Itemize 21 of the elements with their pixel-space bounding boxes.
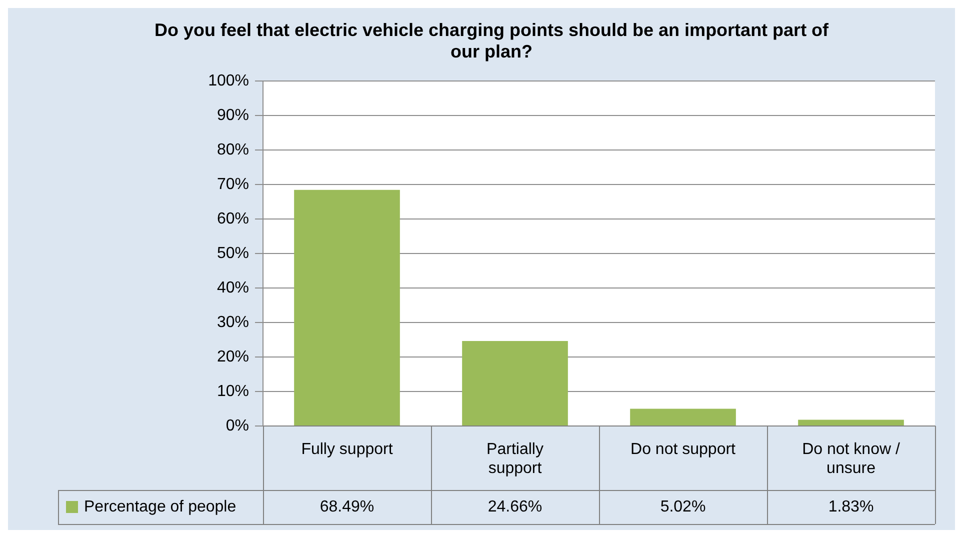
- data-label: 68.49%: [320, 498, 374, 516]
- y-tick-label: 40%: [216, 279, 249, 296]
- y-tick-label: 30%: [216, 314, 249, 331]
- data-label: 24.66%: [488, 498, 542, 516]
- x-tick-label: Do not support: [630, 441, 736, 458]
- chart-title: Do you feel that electric vehicle charging points should be an important part of our plan?: [154, 20, 830, 62]
- y-tick-label: 60%: [216, 210, 249, 228]
- legend-label: Percentage of people: [84, 498, 236, 516]
- y-tick-label: 90%: [216, 107, 249, 124]
- y-tick-label: 50%: [216, 245, 249, 262]
- data-label: 5.02%: [660, 498, 706, 516]
- y-tick-label: 20%: [216, 348, 249, 366]
- y-tick-label: 80%: [216, 142, 249, 159]
- x-tick-label: Partially support: [486, 441, 544, 478]
- x-tick-label: Fully support: [301, 441, 394, 458]
- y-tick-label: 10%: [216, 382, 249, 400]
- data-label: 1.83%: [828, 498, 874, 516]
- y-tick-label: 100%: [208, 72, 249, 90]
- x-tick-label: Do not know / unsure: [802, 441, 900, 478]
- y-tick-label: 0%: [226, 417, 249, 434]
- y-tick-label: 70%: [216, 176, 249, 194]
